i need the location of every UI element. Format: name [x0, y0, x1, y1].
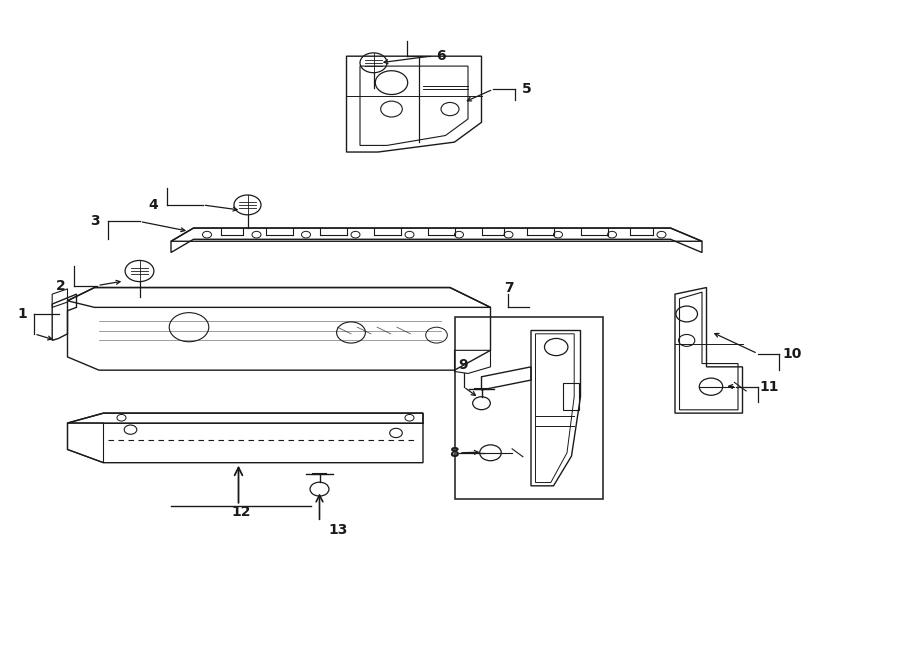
Bar [562, 383, 579, 410]
Text: 4: 4 [148, 198, 157, 212]
Text: 3: 3 [90, 214, 99, 229]
Text: 10: 10 [782, 346, 802, 361]
Text: 8: 8 [449, 446, 459, 460]
Text: 1: 1 [18, 307, 27, 321]
Text: 2: 2 [57, 278, 66, 293]
Text: 6: 6 [436, 49, 446, 63]
Bar [454, 317, 603, 499]
Text: 11: 11 [760, 379, 779, 394]
Text: 5: 5 [522, 82, 531, 97]
Text: 9: 9 [459, 358, 468, 372]
Text: 7: 7 [504, 280, 513, 295]
Text: 13: 13 [328, 523, 348, 537]
Text: 12: 12 [231, 505, 251, 520]
